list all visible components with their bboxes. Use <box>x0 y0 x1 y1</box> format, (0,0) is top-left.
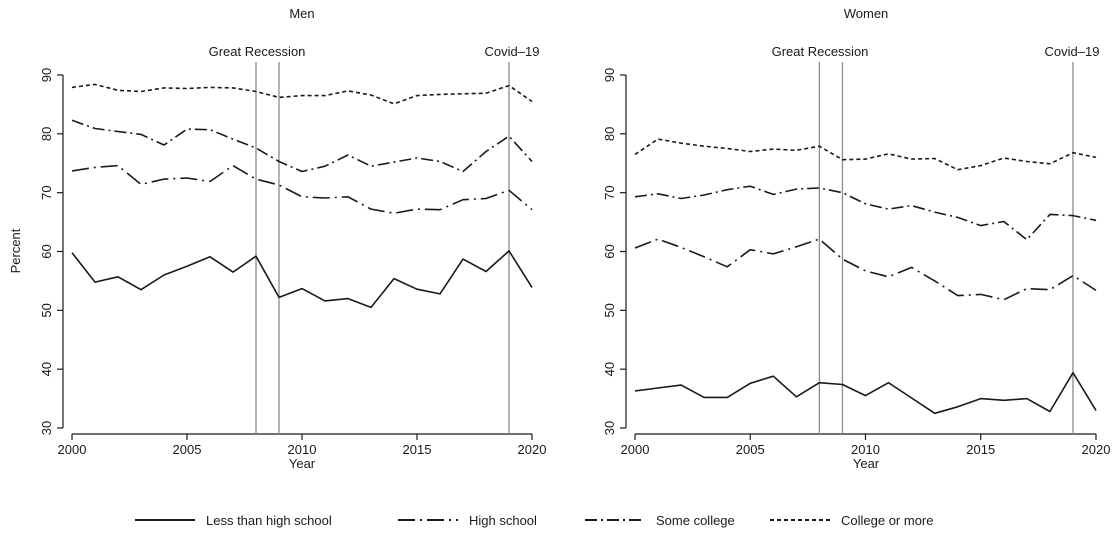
y-tick-label: 90 <box>602 68 617 82</box>
legend-item-some-college: Some college <box>585 513 735 528</box>
legend-item-less-than-high-school: Less than high school <box>135 513 332 528</box>
panel-title: Women <box>844 6 889 21</box>
x-axis-label: Year <box>289 456 316 471</box>
legend-label: College or more <box>841 513 934 528</box>
event-label-great-recession: Great Recession <box>209 44 306 59</box>
y-tick-label: 30 <box>39 421 54 435</box>
y-tick-label: 80 <box>602 127 617 141</box>
series-line <box>71 83 533 105</box>
series-line <box>71 119 533 173</box>
x-tick-label: 2010 <box>288 442 317 457</box>
x-tick-label: 2020 <box>518 442 547 457</box>
series-line <box>634 138 1097 171</box>
y-tick-label: 70 <box>39 185 54 199</box>
series-line <box>634 371 1097 415</box>
x-tick-label: 2005 <box>173 442 202 457</box>
event-label-covid: Covid–19 <box>1045 44 1100 59</box>
legend-item-college-or-more: College or more <box>770 513 934 528</box>
y-tick-label: 50 <box>602 303 617 317</box>
y-tick-label: 70 <box>602 185 617 199</box>
legend-label: Less than high school <box>206 513 332 528</box>
series-line <box>634 238 1097 301</box>
y-tick-label: 60 <box>602 244 617 258</box>
panel-title: Men <box>289 6 314 21</box>
y-tick-label: 40 <box>39 362 54 376</box>
y-tick-label: 40 <box>602 362 617 376</box>
series-line <box>634 185 1097 241</box>
x-tick-label: 2020 <box>1082 442 1111 457</box>
y-tick-label: 80 <box>39 127 54 141</box>
event-label-covid: Covid–19 <box>485 44 540 59</box>
x-tick-label: 2015 <box>403 442 432 457</box>
x-tick-label: 2000 <box>58 442 87 457</box>
y-tick-label: 90 <box>39 68 54 82</box>
legend: Less than high school High school Some c… <box>135 513 934 528</box>
legend-label: High school <box>469 513 537 528</box>
event-label-great-recession: Great Recession <box>772 44 869 59</box>
x-tick-label: 2000 <box>621 442 650 457</box>
panel-men: Men Percent Year Great Recession Covid–1… <box>8 6 546 471</box>
x-tick-label: 2015 <box>966 442 995 457</box>
y-tick-label: 50 <box>39 303 54 317</box>
y-tick-label: 60 <box>39 244 54 258</box>
series-line <box>71 164 533 215</box>
y-tick-label: 30 <box>602 421 617 435</box>
x-tick-label: 2005 <box>736 442 765 457</box>
legend-item-high-school: High school <box>398 513 537 528</box>
y-axis-label: Percent <box>8 228 23 273</box>
x-tick-label: 2010 <box>851 442 880 457</box>
series-line <box>71 250 533 309</box>
panel-women: Women Year Great Recession Covid–19 30 40… <box>602 6 1110 471</box>
x-axis-label: Year <box>853 456 880 471</box>
legend-label: Some college <box>656 513 735 528</box>
